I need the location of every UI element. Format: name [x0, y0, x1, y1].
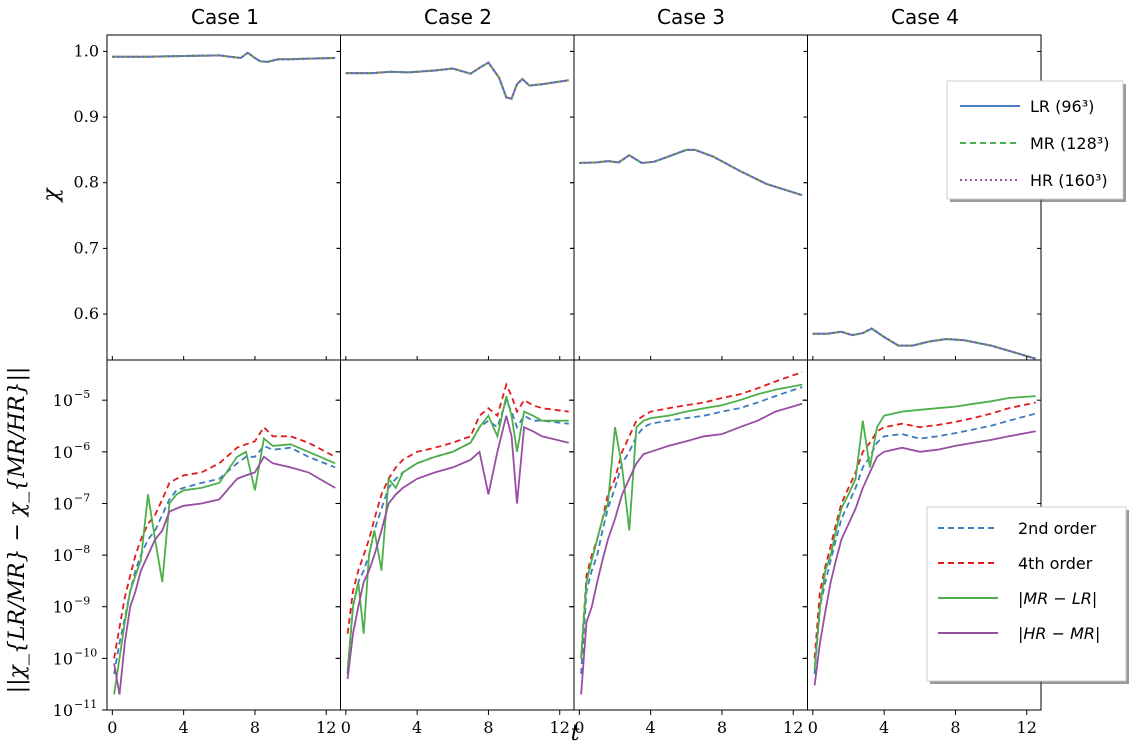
x-tick-label: 0 [341, 718, 351, 737]
legend-top-label-mr: MR (128³) [1030, 134, 1109, 153]
bottom-case-1-line-2nd [113, 444, 336, 675]
y-tick-exponent-bottom: −11 [74, 698, 97, 711]
legend-bottom-label-2nd: 2nd order [1018, 519, 1097, 538]
panels [102, 34, 1042, 715]
panel-title-case-4: Case 4 [891, 5, 959, 29]
legend-top-label-hr: HR (160³) [1030, 171, 1108, 190]
bottom-case-4-line-mr-lr [813, 395, 1036, 670]
tick-labels: 0 4 8 12 0 4 8 12 0 4 8 12 0 4 8 120.60.70.80.91.010 −11… [53, 41, 1037, 737]
y-tick-exponent-bottom: −5 [74, 388, 90, 401]
x-tick-label: 4 [412, 718, 422, 737]
y-tick-label-top: 1.0 [74, 41, 99, 60]
panel-frame-top-3 [573, 34, 808, 361]
bottom-case-4-line-hr-mr [813, 430, 1036, 686]
top-case-2-line-mr [345, 61, 569, 100]
top-case-1-line-hr [112, 51, 336, 63]
x-tick-label: 8 [483, 718, 493, 737]
legend-bottom-box [926, 506, 1127, 682]
bottom-case-3-line-hr-mr [580, 402, 803, 695]
bottom-case-1-line-4th [113, 425, 336, 659]
x-tick-label: 4 [179, 718, 189, 737]
y-tick-label-bottom: 10 [53, 443, 73, 462]
bottom-case-3-line-2nd [580, 386, 803, 674]
x-axis-label: t [571, 721, 580, 745]
y-tick-label-bottom: 10 [53, 598, 73, 617]
x-tick-label: 4 [879, 718, 889, 737]
bottom-case-2-line-4th [346, 382, 569, 634]
y-tick-label-bottom: 10 [53, 494, 73, 513]
x-tick-label: 0 [574, 718, 584, 737]
legend-top-label-lr: LR (96³) [1030, 97, 1094, 116]
x-tick-label: 12 [550, 718, 570, 737]
panel-title-case-2: Case 2 [424, 5, 492, 29]
top-case-4-line-mr [812, 327, 1036, 360]
y-axis-label-bottom: ||χ_{LR/MR} − χ_{MR/HR}|| [5, 367, 30, 694]
x-tick-label: 12 [783, 718, 803, 737]
x-tick-label: 12 [316, 718, 336, 737]
legend-bottom: 2nd order 4th order |MR − LR| |HR − MR| [926, 506, 1129, 684]
y-tick-label-top: 0.9 [74, 107, 99, 126]
x-tick-label: 0 [808, 718, 818, 737]
x-tick-label: 8 [250, 718, 260, 737]
top-case-3-line-lr [579, 148, 803, 197]
x-tick-label: 4 [646, 718, 656, 737]
bottom-case-1-line-hr-mr [113, 455, 336, 695]
top-case-3-line-hr [579, 148, 803, 197]
bottom-case-1-line-mr-lr [113, 436, 336, 695]
legend-bottom-label-mr-lr: |MR − LR| [1018, 589, 1097, 608]
top-case-1-line-mr [112, 51, 336, 63]
bottom-case-4-line-4th [813, 401, 1036, 659]
x-tick-label: 12 [1017, 718, 1037, 737]
y-tick-label-bottom: 10 [53, 701, 73, 720]
panel-title-case-3: Case 3 [657, 5, 725, 29]
panel-frame-bottom-1 [106, 359, 341, 711]
y-tick-exponent-bottom: −10 [74, 646, 97, 659]
top-case-3-line-mr [579, 148, 803, 197]
bottom-case-2-line-mr-lr [346, 395, 569, 670]
panel-title-case-1: Case 1 [191, 5, 259, 29]
legend-bottom-label-4th: 4th order [1018, 554, 1093, 573]
y-tick-label-bottom: 10 [53, 649, 73, 668]
y-axis-label-top: χ [39, 187, 64, 204]
top-case-2-line-lr [345, 61, 569, 100]
bottom-case-3-line-mr-lr [580, 383, 803, 659]
legend-top: LR (96³) MR (128³) HR (160³) [946, 80, 1126, 202]
y-tick-exponent-bottom: −9 [74, 595, 90, 608]
y-tick-label-top: 0.7 [74, 238, 99, 257]
y-tick-label-top: 0.6 [74, 304, 99, 323]
legend-bottom-label-hr-mr: |HR − MR| [1018, 624, 1100, 643]
y-tick-label-bottom: 10 [53, 391, 73, 410]
x-tick-label: 0 [107, 718, 117, 737]
y-tick-label-top: 0.8 [74, 173, 99, 192]
panel-frame-top-1 [106, 34, 341, 361]
top-case-2-line-hr [345, 61, 569, 100]
y-tick-exponent-bottom: −7 [74, 491, 90, 504]
x-tick-label: 8 [950, 718, 960, 737]
bottom-case-2-line-hr-mr [346, 415, 569, 680]
y-tick-label-bottom: 10 [53, 546, 73, 565]
y-tick-exponent-bottom: −6 [74, 440, 90, 453]
x-tick-label: 8 [717, 718, 727, 737]
y-tick-exponent-bottom: −8 [74, 543, 90, 556]
